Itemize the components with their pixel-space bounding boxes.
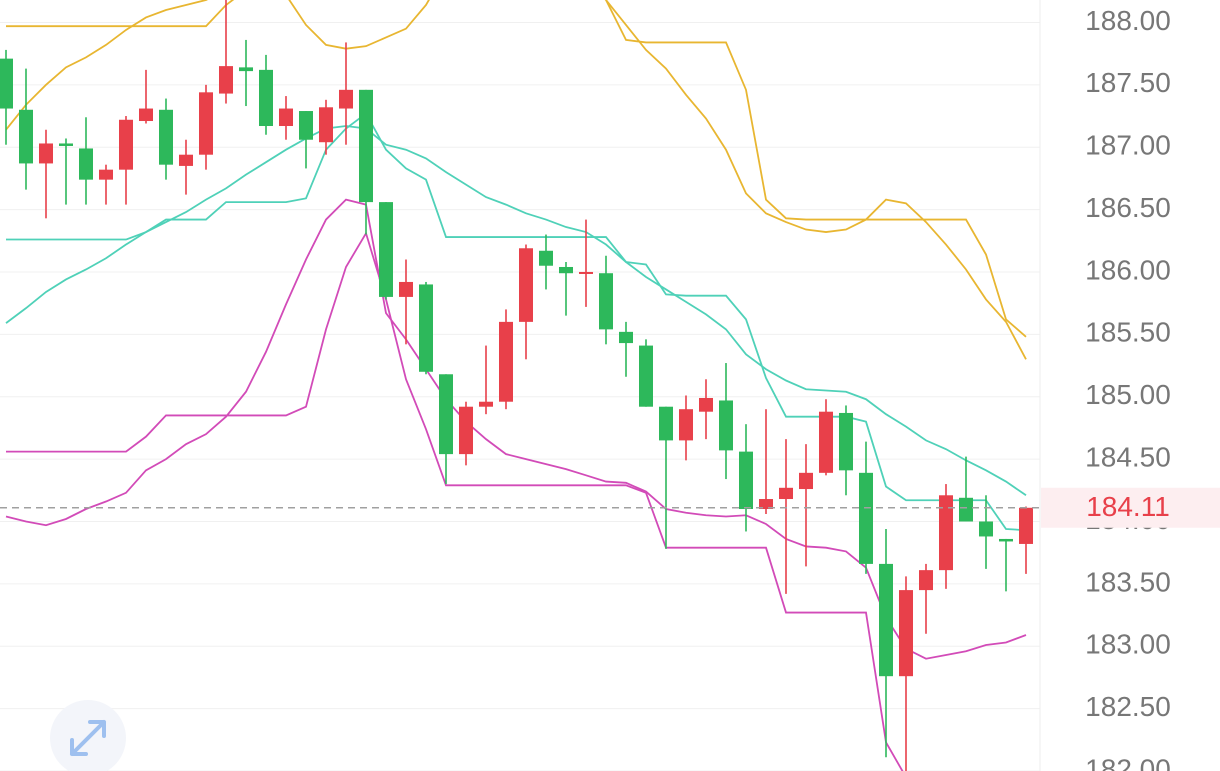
y-axis: 182.00182.50183.00183.50184.00184.50185.… <box>1041 5 1220 771</box>
candle-body <box>279 108 293 127</box>
indicator-line <box>6 112 1027 532</box>
candle-body <box>979 521 993 537</box>
candle-body <box>719 400 733 451</box>
candle-body <box>399 281 413 297</box>
candle-body <box>439 374 453 455</box>
candle-body <box>759 499 773 510</box>
candle-body <box>419 284 433 372</box>
candle-body <box>939 495 953 571</box>
candle-body <box>539 250 553 266</box>
candle-body <box>659 406 673 441</box>
candle-body <box>139 108 153 122</box>
candle-body <box>319 107 333 143</box>
candle-body <box>19 109 33 164</box>
last-price-label: 184.11 <box>1086 491 1170 522</box>
candle-body <box>199 92 213 155</box>
candle-body <box>1019 507 1033 544</box>
y-tick-label: 184.50 <box>1085 441 1171 472</box>
y-tick-label: 182.00 <box>1085 753 1171 771</box>
grid <box>0 21 1040 771</box>
candle-body <box>799 472 813 490</box>
candle-body <box>559 266 573 274</box>
candle-body <box>239 67 253 72</box>
expand-button[interactable] <box>50 700 126 771</box>
indicator-line <box>5 198 1027 660</box>
indicator-line <box>5 125 1027 497</box>
candle-body <box>259 69 273 127</box>
candle-body <box>39 143 53 164</box>
candle-body <box>59 143 73 146</box>
indicator-line <box>5 0 1027 360</box>
candle-body <box>699 397 713 412</box>
candle-body <box>179 154 193 166</box>
y-tick-label: 186.50 <box>1085 192 1171 223</box>
indicator-line <box>6 0 1027 338</box>
indicator-line <box>6 231 904 771</box>
candle-body <box>219 66 233 94</box>
candle-body <box>879 563 893 677</box>
candle-body <box>359 89 373 203</box>
y-tick-label: 188.00 <box>1085 5 1171 36</box>
candle-body <box>479 401 493 407</box>
candle-body <box>839 412 853 471</box>
candle-body <box>779 487 793 500</box>
candle-body <box>619 331 633 344</box>
candle-body <box>79 148 93 180</box>
candle-body <box>519 248 533 322</box>
candle-body <box>859 472 873 564</box>
last-price-box <box>1041 487 1220 528</box>
candle-body <box>159 109 173 165</box>
y-tick-label: 183.00 <box>1085 629 1171 660</box>
candle-body <box>679 409 693 441</box>
candle-body <box>339 89 353 109</box>
y-tick-label: 187.50 <box>1085 67 1171 98</box>
candle-body <box>739 451 753 510</box>
expand-icon[interactable] <box>70 720 106 756</box>
y-tick-label: 186.00 <box>1085 254 1171 285</box>
candle-body <box>299 111 313 140</box>
y-tick-label: 185.00 <box>1085 379 1171 410</box>
y-tick-label: 183.50 <box>1085 566 1171 597</box>
candle-body <box>999 538 1013 542</box>
candle-body <box>99 169 113 180</box>
candle-body <box>599 273 613 330</box>
candle-body <box>639 345 653 407</box>
candle-body <box>379 202 393 297</box>
candle-body <box>459 406 473 455</box>
candle-body <box>0 58 13 109</box>
y-tick-label: 185.50 <box>1085 317 1171 348</box>
candle-body <box>819 411 833 473</box>
candle-body <box>579 271 593 274</box>
candle-body <box>919 570 933 591</box>
candle-body <box>959 497 973 522</box>
y-tick-label: 182.50 <box>1085 691 1171 722</box>
candle-body <box>899 590 913 677</box>
candle-body <box>119 119 133 170</box>
candle-body <box>499 321 513 402</box>
plot-area <box>0 0 1040 771</box>
y-tick-label: 187.00 <box>1085 130 1171 161</box>
